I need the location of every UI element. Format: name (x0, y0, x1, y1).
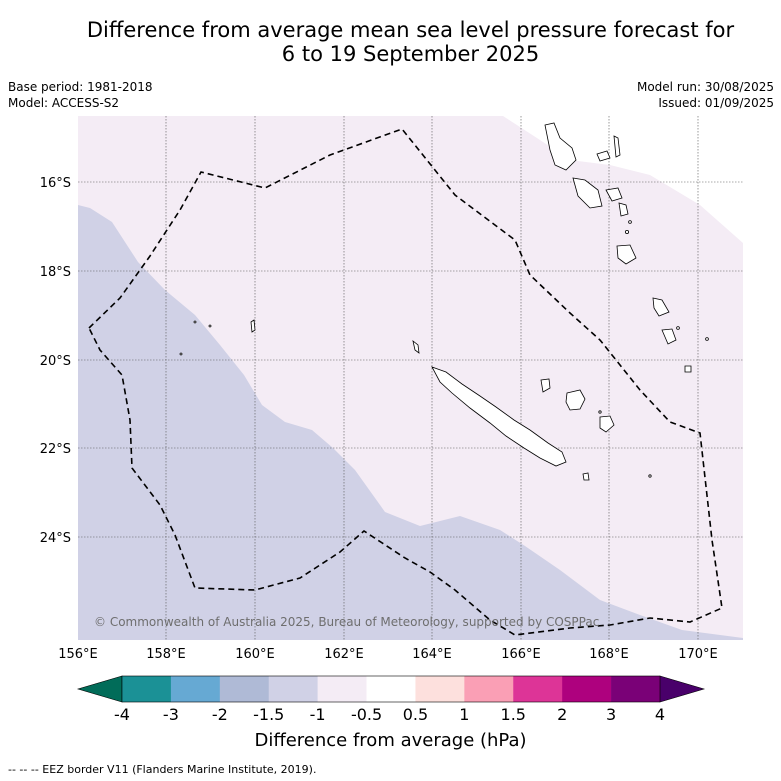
island-ouvea (540, 378, 551, 393)
colorbar-tick-label: -2 (212, 705, 228, 724)
colorbar-swatch (219, 676, 270, 702)
colorbar-swatch (317, 676, 367, 702)
colorbar: -4 -3 -2 -1.5 -1 -0.5 0.5 1 1.5 2 3 4 (76, 675, 706, 724)
colorbar-over-arrow (659, 675, 706, 703)
lon-tick-156e: 156°E (58, 647, 98, 662)
colorbar-tick-label: 1.5 (501, 705, 526, 724)
colorbar-swatch (268, 676, 318, 702)
islands (179, 122, 709, 481)
issued-date: Issued: 01/09/2025 (658, 96, 774, 110)
lat-tick-18s: 18°S (40, 265, 71, 280)
meta-right: Model run: 30/08/2025 Issued: 01/09/2025 (637, 79, 774, 111)
island-malekula (572, 177, 603, 209)
colorbar-tick-label: -1 (310, 705, 326, 724)
island-chesterfield (250, 319, 256, 333)
model-name: Model: ACCESS-S2 (8, 96, 120, 110)
island-aneityum (661, 328, 677, 345)
eez-border (88, 128, 723, 636)
island-tanna (652, 297, 670, 317)
lat-tick-22s: 22°S (40, 442, 71, 457)
colorbar-swatch (562, 676, 612, 702)
title-line-2: 6 to 19 September 2025 (281, 42, 540, 66)
lon-tick-168e: 168°E (589, 647, 629, 662)
lon-tick-labels: 156°E 158°E 160°E 162°E 164°E 166°E 168°… (58, 647, 718, 662)
island-maewo (596, 150, 611, 162)
colorbar-tick-label: 4 (655, 705, 665, 724)
island-efate (618, 202, 629, 217)
colorbar-tick-label: -4 (114, 705, 130, 724)
meta-left: Base period: 1981-2018 Model: ACCESS-S2 (8, 79, 153, 111)
lat-tick-labels: 16°S 18°S 20°S 22°S 24°S (40, 176, 71, 546)
new-caledonia-island (431, 366, 567, 467)
lon-tick-160e: 160°E (235, 647, 275, 662)
lat-tick-24s: 24°S (40, 531, 71, 546)
colorbar-tick-label: 0.5 (403, 705, 428, 724)
island-pines (582, 472, 590, 481)
anomaly-region-neg-1-5 (78, 205, 743, 640)
lon-tick-162e: 162°E (324, 647, 364, 662)
chart-title: Difference from average mean sea level p… (0, 18, 781, 66)
colorbar-swatch (170, 676, 221, 702)
colorbar-tick-label: -3 (163, 705, 179, 724)
island-pentecost (613, 135, 621, 158)
island-espiritu-santo (544, 122, 577, 171)
lon-tick-170e: 170°E (678, 647, 718, 662)
gridlines (78, 116, 743, 640)
colorbar-swatch (366, 676, 416, 702)
island-belep (412, 339, 420, 354)
copyright-text: © Commonwealth of Australia 2025, Bureau… (94, 615, 599, 629)
colorbar-swatch (464, 676, 514, 702)
colorbar-swatch (513, 676, 563, 702)
colorbar-under-arrow (76, 675, 123, 703)
island-lifou (565, 389, 586, 411)
colorbar-tick-label: 2 (557, 705, 567, 724)
model-run: Model run: 30/08/2025 (636, 80, 774, 94)
colorbar-title: Difference from average (hPa) (254, 730, 527, 751)
island-mare (599, 415, 615, 433)
lon-tick-164e: 164°E (412, 647, 452, 662)
colorbar-tick-label: -0.5 (351, 705, 382, 724)
colorbar-frame (121, 675, 661, 703)
colorbar-tick-label: -1.5 (253, 705, 284, 724)
island-ambrym (605, 187, 623, 202)
lat-tick-16s: 16°S (40, 176, 71, 191)
lon-tick-158e: 158°E (146, 647, 186, 662)
colorbar-tick-label: 1 (459, 705, 469, 724)
base-period: Base period: 1981-2018 (8, 80, 153, 94)
eez-footnote: -- -- -- EEZ border V11 (Flanders Marine… (8, 763, 317, 776)
colorbar-swatch (415, 676, 465, 702)
island-small-east (684, 365, 692, 373)
title-line-1: Difference from average mean sea level p… (86, 18, 735, 42)
lon-tick-166e: 166°E (501, 647, 541, 662)
colorbar-swatch (122, 676, 172, 702)
colorbar-swatch (611, 676, 661, 702)
island-erromango (616, 244, 637, 265)
colorbar-tick-label: 3 (606, 705, 616, 724)
lat-tick-20s: 20°S (40, 354, 71, 369)
